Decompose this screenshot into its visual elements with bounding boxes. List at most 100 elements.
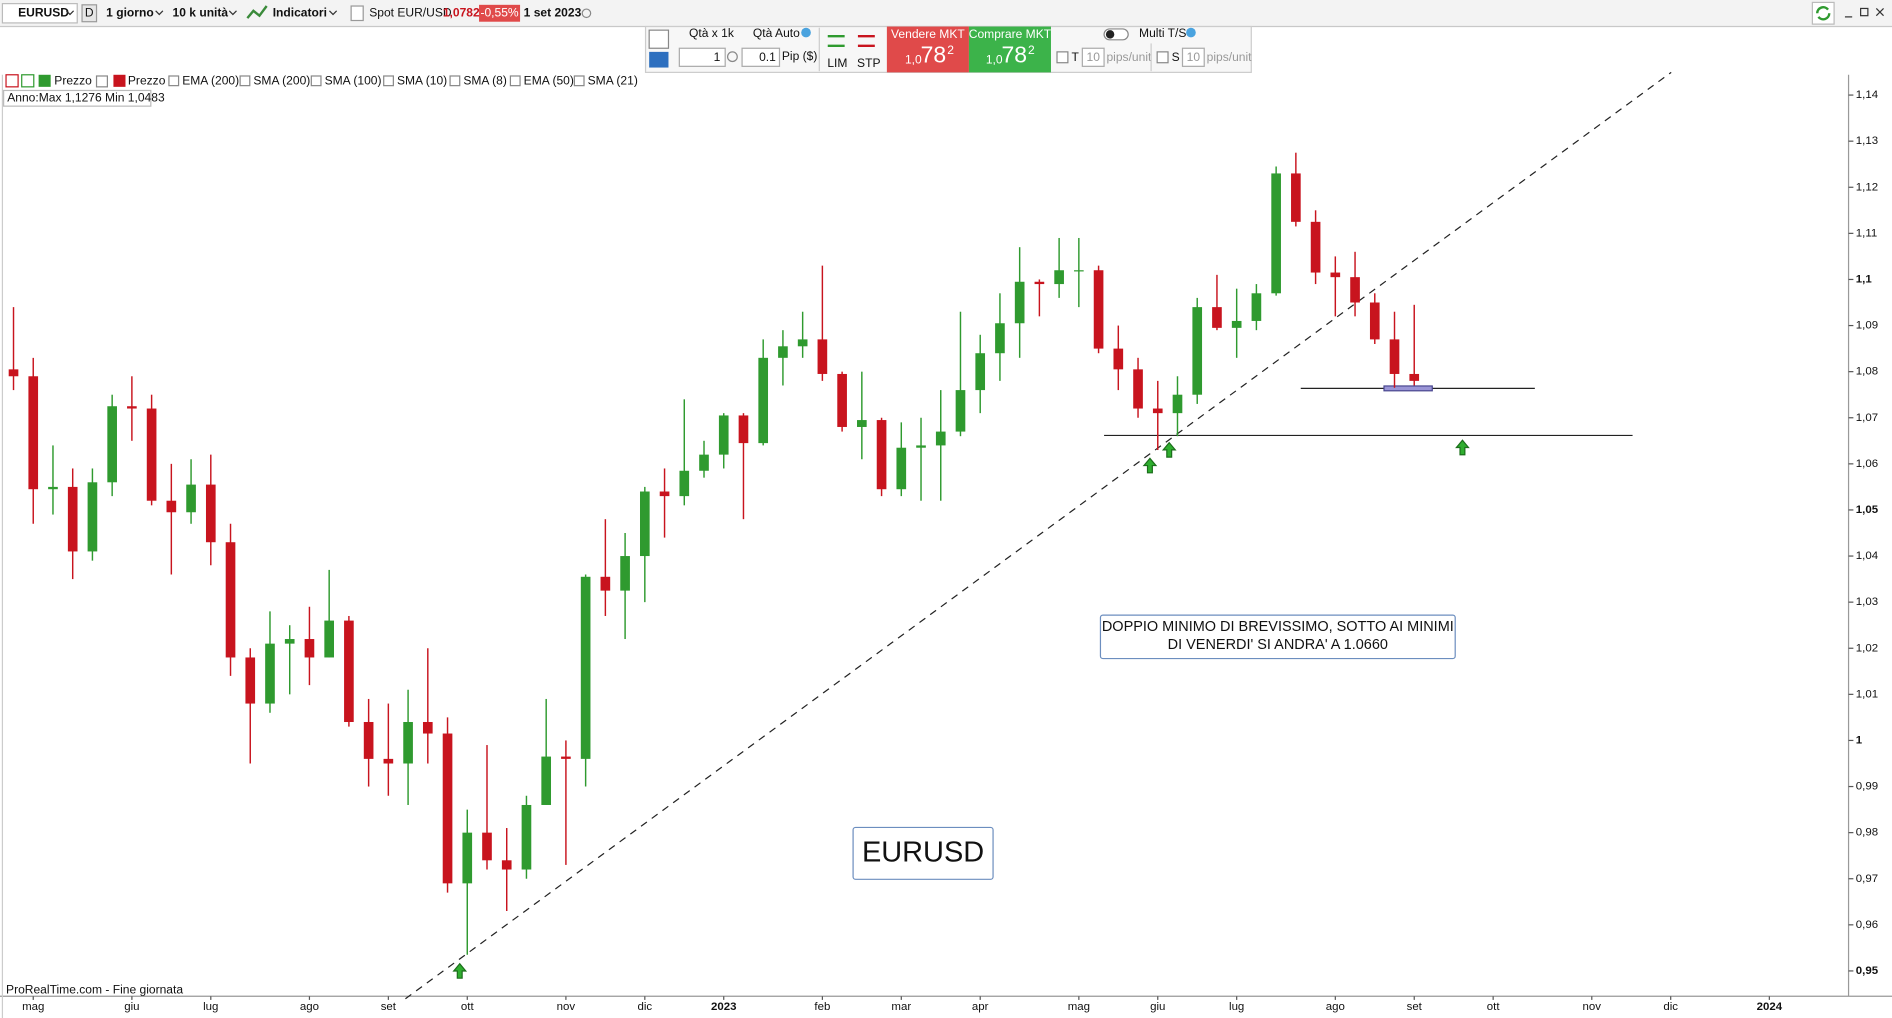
sell-label[interactable]: Vendere MKT	[891, 27, 965, 41]
instrument-icon	[350, 5, 364, 22]
buy-price-main[interactable]: 78	[1002, 42, 1027, 68]
candle-body	[620, 556, 630, 591]
s-value[interactable]: 10	[1187, 50, 1201, 64]
indicator-label[interactable]: SMA (8)	[463, 74, 507, 88]
qty[interactable]: 1	[714, 50, 721, 64]
t-checkbox[interactable]	[1056, 51, 1069, 64]
sync-icon[interactable]	[1811, 1, 1835, 25]
indicators-button[interactable]: Indicatori	[273, 5, 327, 19]
buy-button[interactable]	[968, 26, 1051, 73]
qty-input[interactable]	[678, 47, 726, 67]
price-swatch[interactable]	[113, 74, 126, 87]
candle-body	[561, 756, 571, 759]
indicator-checkbox[interactable]	[239, 75, 251, 87]
candle-body	[1212, 307, 1222, 328]
indicator-checkbox[interactable]	[383, 75, 394, 87]
dropdown-arrow[interactable]	[155, 10, 164, 16]
qty-spinner[interactable]	[726, 51, 738, 63]
qty-auto[interactable]: Qtà Auto	[753, 26, 800, 40]
stp[interactable]: STP	[857, 56, 880, 70]
candle-body	[28, 376, 39, 490]
y-tick-label: 1,07	[1856, 412, 1878, 424]
lim-icon[interactable]	[827, 34, 845, 48]
period-code[interactable]: D	[85, 5, 94, 19]
dropdown-arrow[interactable]	[228, 10, 237, 16]
units[interactable]: 10 k unità	[173, 5, 229, 19]
candle-body	[48, 486, 58, 490]
dropdown-arrow[interactable]	[328, 10, 338, 16]
indicator-label[interactable]: SMA (21)	[588, 74, 638, 88]
candle-body	[225, 542, 236, 658]
indicator-label[interactable]: SMA (10)	[397, 74, 447, 88]
indicator-label[interactable]: EMA (50)	[524, 74, 574, 88]
close[interactable]	[1875, 8, 1884, 17]
candle-body	[186, 484, 196, 513]
stp-icon[interactable]	[857, 34, 875, 48]
x-tick-label: nov	[1583, 1001, 1602, 1013]
symbol[interactable]: EURUSD	[18, 5, 69, 19]
sell-button[interactable]	[886, 26, 969, 73]
lim[interactable]: LIM	[827, 56, 847, 70]
candle-body	[462, 832, 473, 884]
s-input[interactable]	[1181, 47, 1205, 67]
sync-glyph[interactable]	[1815, 6, 1831, 21]
period-code-box[interactable]	[81, 4, 98, 23]
toggle-knob[interactable]	[1105, 30, 1115, 39]
indicator-label[interactable]: Prezzo	[128, 74, 166, 88]
t-value[interactable]: 10	[1087, 50, 1101, 64]
last-price: 1,0782	[443, 5, 480, 19]
candle-body	[699, 454, 709, 471]
indicator-label[interactable]: Prezzo	[54, 74, 92, 88]
price-swatch[interactable]	[38, 74, 51, 87]
pip-input[interactable]	[741, 47, 781, 67]
restore[interactable]	[1860, 7, 1869, 17]
y-tick-label: 1,08	[1856, 366, 1878, 378]
price-icon[interactable]	[5, 74, 19, 88]
note-line: DI VENERDI' SI ANDRA' A 1.0660	[1168, 637, 1388, 653]
candle-body	[896, 447, 907, 490]
candle-body	[1409, 373, 1420, 381]
list-icon[interactable]	[95, 75, 108, 88]
buy-price-sup[interactable]: 2	[1028, 43, 1035, 57]
indicators-icon[interactable]	[246, 5, 268, 19]
buy-price-prefix[interactable]: 1,0	[986, 52, 1003, 66]
y-tick-label: 1,03	[1856, 596, 1878, 608]
indicator-checkbox[interactable]	[449, 75, 461, 87]
t-input[interactable]	[1081, 47, 1105, 67]
multi-ts: Multi T/S	[1139, 26, 1186, 40]
y-tick-label: 1,01	[1856, 688, 1878, 700]
pip[interactable]: 0.1	[759, 50, 776, 64]
y-tick-label: 1,12	[1856, 181, 1878, 193]
buy-label[interactable]: Comprare MKT	[969, 27, 1052, 41]
sell-price-prefix[interactable]: 1,0	[905, 52, 922, 66]
y-tick-label: 0,96	[1856, 919, 1878, 931]
indicator-checkbox[interactable]	[310, 75, 322, 87]
settings-icon[interactable]	[648, 29, 670, 49]
range-info-box	[3, 89, 152, 107]
keyboard-icon[interactable]	[649, 51, 669, 68]
info-icon[interactable]	[801, 27, 811, 38]
sell-price-sup[interactable]: 2	[947, 43, 954, 57]
candle-body	[1389, 339, 1400, 374]
candle-body	[383, 758, 394, 764]
x-tick-label: 2023	[711, 1001, 736, 1013]
price-icon[interactable]	[21, 74, 35, 88]
indicator-checkbox[interactable]	[573, 75, 585, 87]
info-icon[interactable]	[1186, 27, 1196, 38]
indicator-label[interactable]: SMA (200)	[253, 74, 310, 88]
indicator-checkbox[interactable]	[509, 75, 521, 87]
candle-body	[284, 639, 295, 644]
dropdown-arrow[interactable]	[65, 10, 75, 16]
indicator-label[interactable]: SMA (100)	[325, 74, 382, 88]
candle-body	[955, 390, 966, 432]
candle-body	[580, 576, 591, 759]
s-checkbox[interactable]	[1156, 51, 1169, 64]
indicator-checkbox[interactable]	[168, 75, 180, 87]
indicator-label[interactable]: EMA (200)	[182, 74, 239, 88]
symbol-box[interactable]	[1, 3, 78, 24]
candle-body	[916, 445, 926, 448]
sell-price-main[interactable]: 78	[921, 42, 946, 68]
period[interactable]: 1 giorno	[106, 5, 154, 19]
